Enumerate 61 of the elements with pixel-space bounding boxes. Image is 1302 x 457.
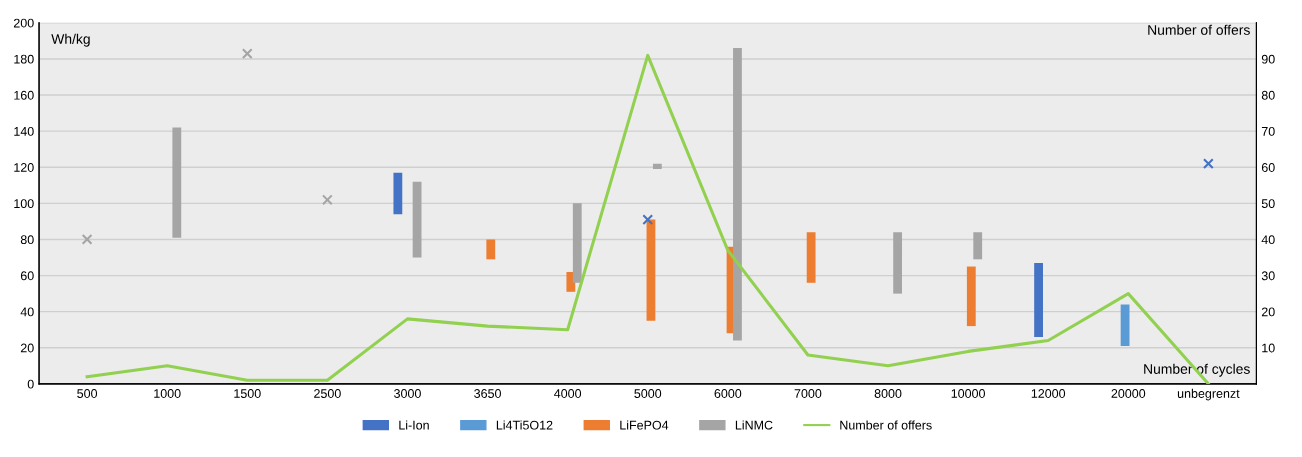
y-tick-label: 160 — [14, 90, 34, 100]
y2-tick-label: 10 — [1262, 343, 1275, 353]
bar — [412, 181, 422, 258]
y-tick-label: 20 — [20, 343, 34, 353]
x-tick-label: 12000 — [1031, 389, 1066, 398]
bar — [572, 203, 582, 283]
x-tick-label: 4000 — [554, 389, 582, 398]
bar — [393, 172, 403, 215]
legend-label: LiFePO4 — [620, 420, 669, 430]
y-tick-label: 200 — [13, 18, 34, 28]
x-tick-label: 500 — [77, 389, 98, 398]
bar — [486, 239, 496, 260]
x-tick-label: 10000 — [951, 389, 985, 398]
point — [1202, 158, 1214, 170]
bar — [652, 163, 662, 170]
y2-tick-label: 90 — [1261, 54, 1275, 64]
legend-label: LiNMC — [735, 420, 773, 430]
point — [321, 194, 333, 206]
bar — [1034, 262, 1043, 337]
y-tick-label: 0 — [27, 379, 34, 389]
x-tick-label: 1500 — [234, 389, 261, 398]
y2-axis-title: Number of offers — [1148, 24, 1250, 35]
bar — [172, 127, 182, 238]
line-series — [85, 53, 1210, 384]
bar — [966, 266, 976, 327]
point — [642, 214, 654, 226]
bar — [973, 232, 983, 260]
x-tick-label: unbegrenzt — [1177, 388, 1240, 401]
x-tick-label: 2500 — [314, 389, 341, 398]
x-tick-label: 8000 — [874, 389, 902, 398]
x-tick-label: 3650 — [474, 389, 501, 398]
bar — [806, 232, 816, 283]
y-tick-label: 140 — [14, 126, 34, 136]
x-tick-label: 20000 — [1111, 389, 1146, 398]
bar — [893, 232, 903, 294]
y-tick-label: 180 — [14, 54, 34, 64]
y-tick-label: 120 — [14, 163, 34, 172]
y-axis-title: Wh/kg — [51, 33, 90, 47]
x-tick-label: 6000 — [714, 389, 742, 398]
y-tick-label: 100 — [14, 199, 34, 209]
y2-tick-label: 70 — [1261, 126, 1275, 136]
y-tick-label: 60 — [20, 271, 34, 281]
bar — [1120, 304, 1130, 346]
y2-tick-label: 60 — [1261, 163, 1275, 172]
y-tick-label: 80 — [20, 235, 34, 245]
x-tick-label: 5000 — [634, 389, 662, 398]
point — [241, 48, 253, 59]
y2-tick-label: 20 — [1261, 307, 1275, 317]
y2-tick-label: 40 — [1261, 235, 1275, 245]
x-tick-label: 3000 — [394, 389, 421, 398]
y2-tick-label: 50 — [1261, 199, 1275, 209]
legend-label: Li-Ion — [399, 420, 429, 430]
legend-label: Li4Ti5O12 — [496, 420, 553, 430]
x-tick-label: 1000 — [154, 389, 181, 398]
x-tick-label: 7000 — [794, 389, 822, 398]
y2-tick-label: 80 — [1261, 90, 1275, 100]
legend-label: Number of offers — [840, 420, 932, 430]
point — [81, 234, 93, 245]
bar — [733, 48, 742, 341]
y-tick-label: 40 — [20, 307, 34, 317]
y2-tick-label: 30 — [1261, 271, 1275, 281]
